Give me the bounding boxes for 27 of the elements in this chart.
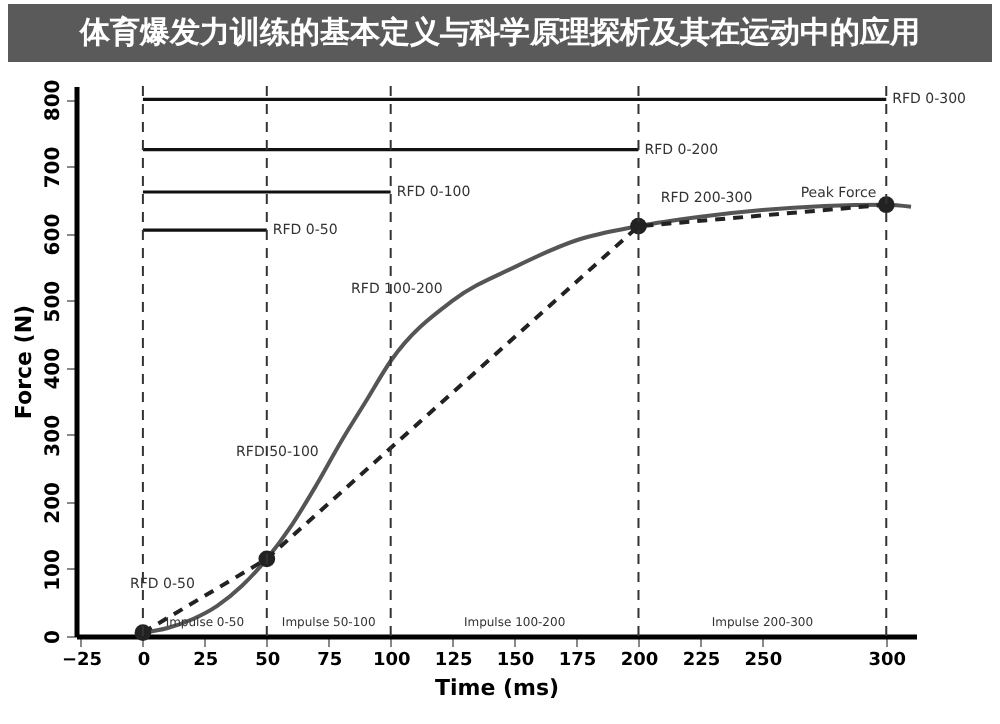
- y-tick-label: 300: [43, 414, 65, 457]
- x-tick-label: 125: [434, 651, 473, 671]
- y-tick-label: 400: [43, 347, 65, 390]
- y-tick-label: 800: [43, 79, 65, 122]
- x-tick-label: 200: [620, 651, 659, 671]
- x-tick-label: 25: [193, 651, 219, 671]
- chart-title: 体育爆发力训练的基本定义与科学原理探析及其在运动中的应用: [8, 4, 992, 62]
- x-tick-label: 300: [868, 651, 907, 671]
- x-tick-label: 175: [558, 651, 597, 671]
- x-tick-label: 50: [255, 651, 281, 671]
- x-tick-label: 100: [372, 651, 411, 671]
- y-tick-label: 0: [43, 629, 65, 644]
- y-tick-label: 600: [43, 213, 65, 256]
- y-tick-label: 500: [43, 280, 65, 323]
- x-tick-label: 75: [317, 651, 343, 671]
- point: [877, 196, 895, 214]
- y-tick-label: 700: [43, 146, 65, 189]
- y-tick-label: 100: [43, 548, 65, 591]
- y-axis-title: Force (N): [11, 304, 37, 420]
- x-tick-label: −25: [61, 651, 103, 671]
- y-tick-label: 200: [43, 481, 65, 524]
- x-tick-label: 150: [496, 651, 535, 671]
- x-tick-label: 250: [744, 651, 783, 671]
- x-tick-label: 0: [137, 651, 151, 671]
- x-tick-label: 225: [682, 651, 721, 671]
- point: [630, 217, 647, 235]
- x-axis-title: Time (ms): [434, 675, 560, 701]
